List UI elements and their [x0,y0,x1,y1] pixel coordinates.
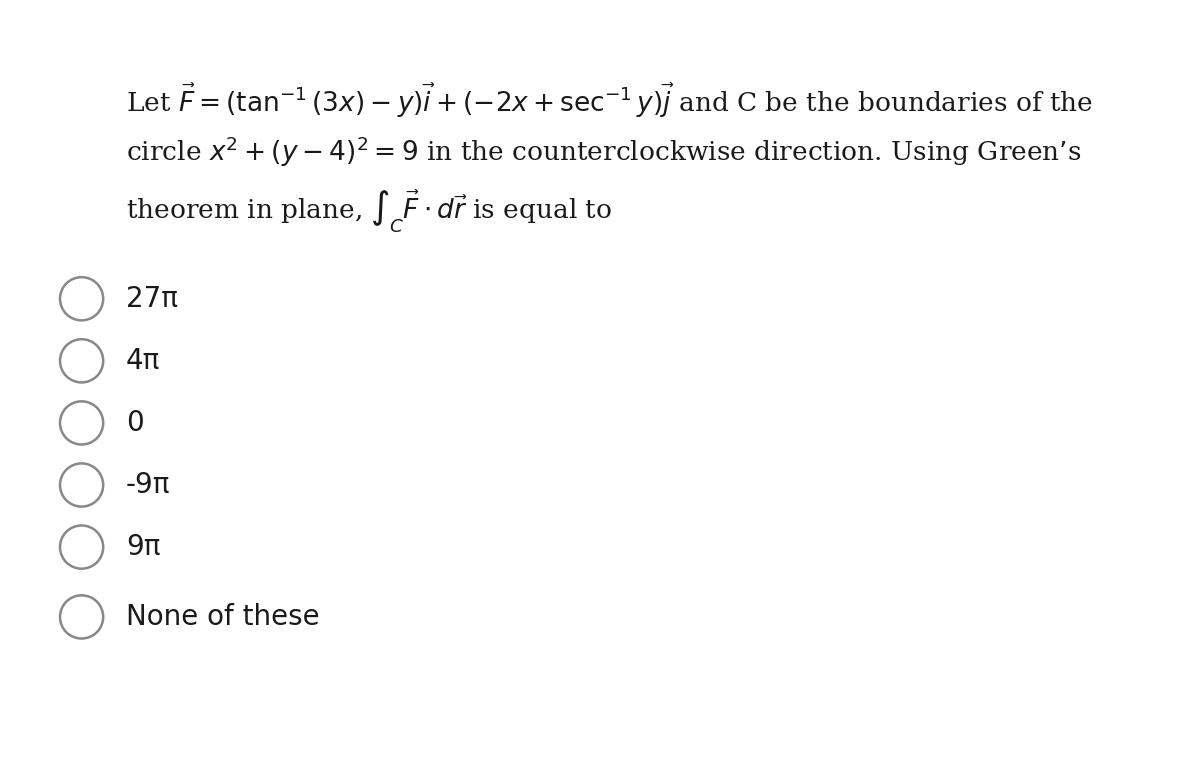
Text: 4π: 4π [126,347,161,375]
Text: 27π: 27π [126,285,178,313]
Text: 9π: 9π [126,533,161,561]
Text: circle $x^2 + (y - 4)^2 = 9$ in the counterclockwise direction. Using Green’s: circle $x^2 + (y - 4)^2 = 9$ in the coun… [126,134,1081,168]
Text: 0: 0 [126,409,144,437]
Text: Let $\vec{F} = (\tan^{-1}(3x) - y)\vec{i} + (-2x + \sec^{-1}y)\vec{j}$ and C be : Let $\vec{F} = (\tan^{-1}(3x) - y)\vec{i… [126,81,1093,120]
Text: -9π: -9π [126,471,170,499]
Text: theorem in plane, $\int_{C} \vec{F} \cdot d\vec{r}$ is equal to: theorem in plane, $\int_{C} \vec{F} \cdo… [126,189,612,235]
Text: None of these: None of these [126,603,319,631]
